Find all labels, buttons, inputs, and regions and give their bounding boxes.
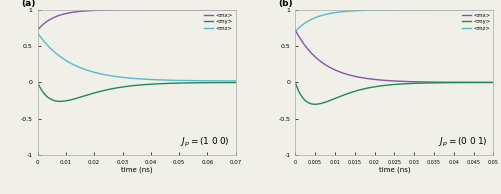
Text: $J_p = (0\;0\;1)$: $J_p = (0\;0\;1)$ [438, 136, 487, 149]
Text: (b): (b) [279, 0, 293, 8]
Legend: <mx>, <my>, <mz>: <mx>, <my>, <mz> [203, 12, 233, 31]
X-axis label: time (ns): time (ns) [121, 166, 152, 173]
Legend: <mx>, <my>, <mz>: <mx>, <my>, <mz> [461, 12, 491, 31]
X-axis label: time (ns): time (ns) [379, 166, 410, 173]
Text: $J_p = (1\;0\;0)$: $J_p = (1\;0\;0)$ [180, 136, 230, 149]
Text: (a): (a) [21, 0, 36, 8]
